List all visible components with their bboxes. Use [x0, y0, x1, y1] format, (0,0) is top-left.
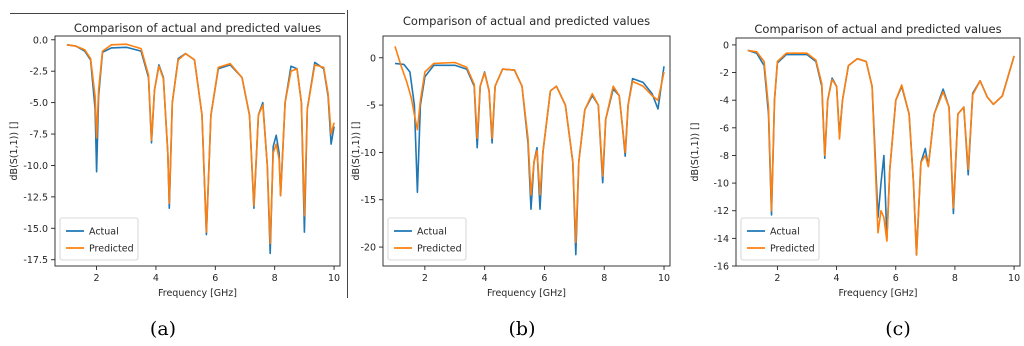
x-tick-label: 8: [952, 273, 958, 284]
y-tick-label: -2.5: [29, 67, 48, 78]
x-tick-label: 10: [1008, 273, 1020, 284]
x-tick-label: 8: [272, 273, 278, 284]
caption-b: (b): [508, 318, 536, 340]
legend: Actual Predicted: [387, 217, 467, 261]
legend-label-actual: Actual: [770, 227, 800, 238]
y-tick-label: -15: [360, 195, 376, 206]
y-tick-label: -14: [713, 234, 729, 245]
legend-box: [59, 217, 139, 261]
x-tick-label: 4: [153, 273, 159, 284]
top-rule: [10, 13, 345, 14]
legend-box: [387, 217, 467, 261]
x-tick-label: 6: [541, 273, 547, 284]
y-tick-label: 0: [370, 53, 376, 64]
y-tick-label: -8: [720, 151, 729, 162]
x-axis-label: Frequency [GHz]: [158, 288, 237, 299]
legend-label-actual: Actual: [417, 227, 447, 238]
chart-panel-c: Comparison of actual and predicted value…: [690, 22, 1021, 299]
x-tick-label: 2: [94, 273, 100, 284]
chart-panel-a: Comparison of actual and predicted value…: [9, 21, 341, 299]
y-tick-label: -10.0: [23, 161, 48, 172]
chart-title: Comparison of actual and predicted value…: [74, 21, 321, 35]
y-tick-label: -12: [713, 206, 729, 217]
x-tick-label: 10: [658, 273, 670, 284]
y-tick-label: -10: [360, 148, 376, 159]
y-tick-label: 0.0: [33, 35, 48, 46]
y-tick-label: -10: [713, 179, 729, 190]
x-axis-label: Frequency [GHz]: [838, 288, 917, 299]
y-tick-label: -15.0: [23, 224, 48, 235]
x-tick-label: 4: [482, 273, 488, 284]
y-tick-label: -4: [720, 96, 729, 107]
y-tick-label: -5.0: [29, 98, 48, 109]
y-tick-label: -20: [360, 243, 376, 254]
legend-label-predicted: Predicted: [417, 244, 462, 255]
caption-a: (a): [149, 318, 177, 340]
legend-box: [740, 217, 820, 261]
legend-label-predicted: Predicted: [89, 244, 134, 255]
x-tick-label: 2: [422, 273, 428, 284]
x-tick-label: 10: [328, 273, 340, 284]
y-tick-label: -5: [367, 101, 376, 112]
x-tick-label: 6: [212, 273, 218, 284]
y-tick-label: -16: [713, 262, 729, 273]
plot-frame: [382, 35, 671, 267]
x-tick-label: 2: [774, 273, 780, 284]
panel-divider: [347, 10, 348, 298]
y-axis-label: dB(S(1,1)) []: [351, 122, 362, 181]
chart-title: Comparison of actual and predicted value…: [403, 14, 650, 28]
y-axis-label: dB(S(1,1)) []: [690, 123, 701, 182]
y-tick-label: -7.5: [29, 130, 48, 141]
y-tick-label: -6: [720, 123, 729, 134]
x-axis-label: Frequency [GHz]: [487, 288, 566, 299]
legend: Actual Predicted: [59, 217, 139, 261]
plot-frame: [54, 35, 341, 267]
caption-c: (c): [885, 318, 911, 340]
x-tick-label: 4: [834, 273, 840, 284]
y-tick-label: -17.5: [23, 255, 48, 266]
chart-panel-b: Comparison of actual and predicted value…: [351, 14, 671, 299]
legend-label-actual: Actual: [89, 227, 119, 238]
chart-title: Comparison of actual and predicted value…: [754, 22, 1001, 36]
x-tick-label: 8: [601, 273, 607, 284]
legend-label-predicted: Predicted: [770, 244, 815, 255]
y-axis-label: dB(S(1,1)) []: [9, 122, 20, 181]
x-tick-label: 6: [893, 273, 899, 284]
legend: Actual Predicted: [740, 217, 820, 261]
plot-frame: [735, 37, 1021, 267]
series-line-predicted: [394, 46, 665, 244]
series-line-predicted: [747, 49, 1015, 256]
y-tick-label: 0: [723, 40, 729, 51]
y-tick-label: -2: [720, 68, 729, 79]
y-tick-label: -12.5: [23, 192, 48, 203]
series-line-predicted: [66, 43, 335, 245]
